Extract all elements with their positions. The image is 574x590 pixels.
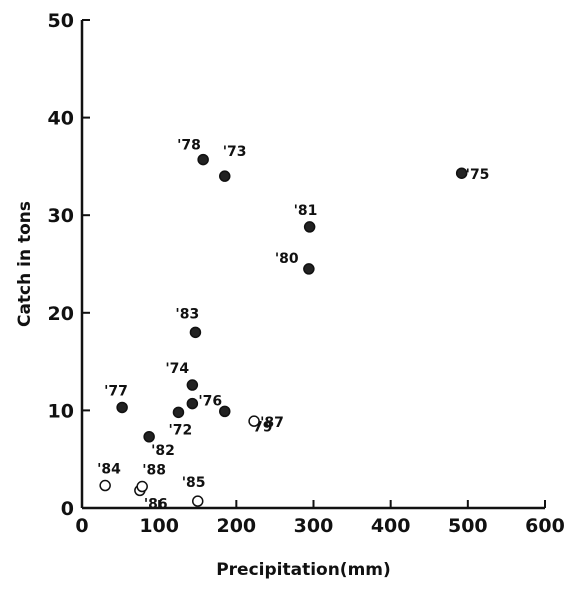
y-tick-label: 20 (48, 303, 74, 325)
data-point (136, 480, 148, 493)
data-point (303, 263, 315, 275)
data-point (99, 479, 111, 492)
y-tick-label: 30 (48, 205, 74, 227)
data-point (303, 221, 316, 233)
x-tick-label: 100 (139, 515, 179, 537)
data-point (219, 405, 231, 418)
x-tick-label: 0 (75, 515, 88, 537)
point-label: '78 (177, 138, 201, 154)
point-label: '72 (168, 422, 192, 438)
point-label: '84 (97, 462, 121, 478)
point-label: '87 (260, 415, 284, 431)
x-axis-title: Precipitation(mm) (216, 560, 391, 580)
x-tick-label: 400 (371, 515, 411, 537)
data-point (192, 495, 204, 507)
y-tick-label: 10 (48, 400, 74, 422)
data-point (248, 415, 260, 427)
y-axis-title: Catch in tons (15, 201, 35, 327)
point-label: '77 (104, 383, 128, 399)
point-label: '75 (466, 167, 490, 183)
x-tick-label: 500 (448, 515, 488, 537)
x-tick-label: 600 (525, 515, 565, 537)
point-label: '76 (198, 394, 222, 410)
data-point (189, 326, 202, 339)
point-label: '82 (151, 443, 175, 459)
point-label: '85 (182, 475, 206, 491)
x-tick-label: 200 (216, 515, 256, 537)
y-tick-label: 50 (48, 10, 74, 32)
point-label: '81 (294, 203, 318, 219)
y-tick-label: 40 (48, 108, 74, 130)
data-point (172, 406, 185, 419)
point-label: '86 (144, 496, 168, 512)
data-point (455, 167, 468, 179)
data-point (116, 401, 128, 414)
data-point (186, 397, 199, 410)
data-point (219, 170, 231, 182)
point-label: '80 (275, 251, 299, 267)
point-label: '74 (165, 361, 189, 377)
y-tick-label: 0 (61, 498, 74, 520)
data-point (186, 379, 199, 391)
x-tick-label: 300 (294, 515, 334, 537)
point-label: '83 (175, 306, 199, 322)
data-point (143, 431, 155, 443)
data-point (197, 153, 209, 166)
point-label: '88 (142, 463, 166, 479)
point-label: '73 (223, 144, 247, 160)
